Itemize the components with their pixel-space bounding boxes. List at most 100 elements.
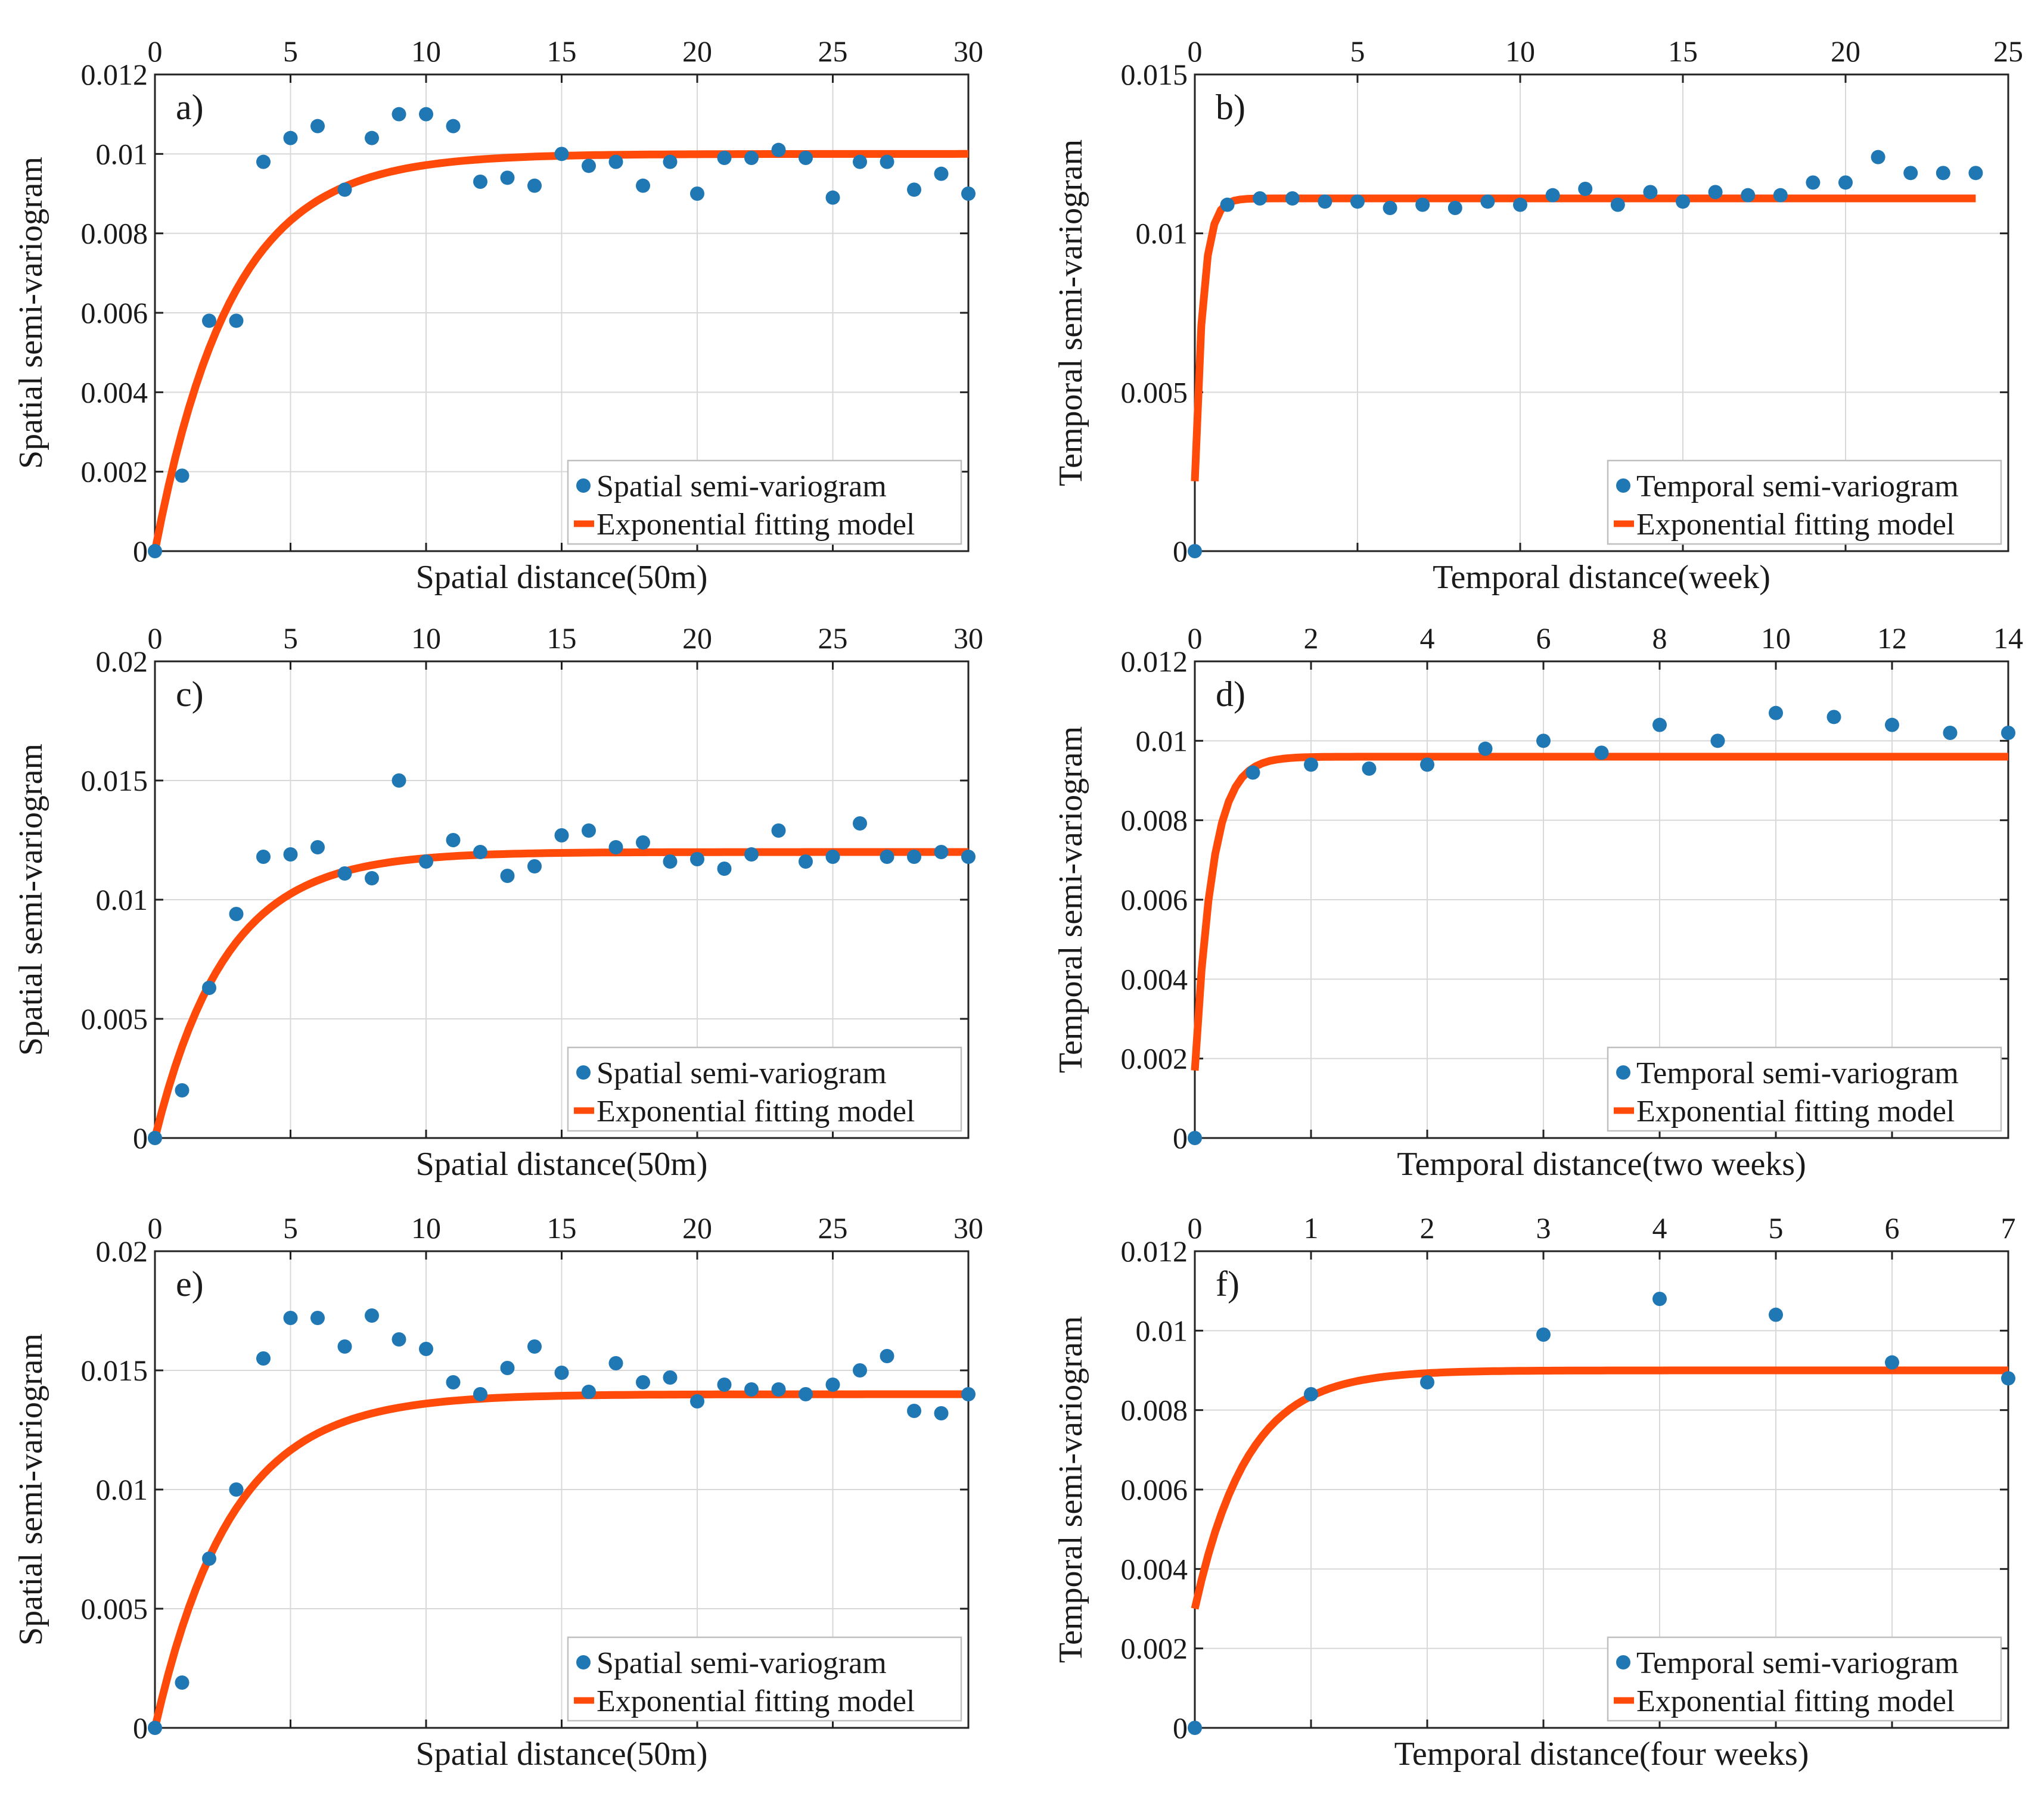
x-axis-label: Spatial distance(50m) bbox=[416, 1146, 708, 1183]
exponential-fit-line bbox=[1191, 194, 1976, 481]
data-point bbox=[229, 1482, 244, 1497]
legend-dot-marker bbox=[576, 1655, 591, 1669]
y-tick-label: 0.01 bbox=[1136, 724, 1188, 757]
y-tick-label: 0.015 bbox=[1121, 58, 1188, 91]
data-point bbox=[148, 544, 162, 558]
data-point bbox=[175, 1083, 190, 1097]
y-axis-label: Spatial semi-variogram bbox=[13, 1333, 49, 1646]
y-tick-label: 0.006 bbox=[1121, 1473, 1188, 1506]
legend: Spatial semi-variogram Exponential fittin… bbox=[567, 1636, 962, 1722]
x-tick-label: 0 bbox=[1188, 35, 1203, 68]
y-tick-label: 0.002 bbox=[81, 455, 148, 489]
data-point bbox=[392, 773, 406, 788]
legend: Temporal semi-variogram Exponential fitti… bbox=[1607, 1046, 2002, 1132]
data-point bbox=[663, 1370, 678, 1385]
x-tick-label: 20 bbox=[682, 35, 712, 68]
data-point bbox=[202, 313, 216, 328]
panel-letter: f) bbox=[1216, 1264, 1240, 1304]
data-point bbox=[690, 186, 704, 201]
panel-letter: a) bbox=[176, 88, 204, 127]
data-point bbox=[853, 816, 867, 831]
data-point bbox=[500, 1361, 515, 1375]
legend: Spatial semi-variogram Exponential fittin… bbox=[567, 459, 962, 545]
data-point bbox=[2001, 726, 2015, 740]
data-point bbox=[1676, 194, 1690, 209]
data-point bbox=[175, 468, 190, 483]
x-axis-label: Temporal distance(week) bbox=[1433, 559, 1770, 596]
y-tick-label: 0.006 bbox=[1121, 883, 1188, 916]
legend-box bbox=[1607, 1636, 2002, 1722]
x-tick-label: 20 bbox=[1831, 35, 1860, 68]
data-point bbox=[1968, 166, 1983, 181]
data-point bbox=[256, 850, 271, 864]
data-point bbox=[853, 1363, 867, 1378]
data-point bbox=[365, 871, 379, 885]
x-tick-label: 6 bbox=[1885, 1211, 1900, 1245]
y-axis-label: Temporal semi-variogram bbox=[1052, 1316, 1089, 1663]
y-tick-label: 0.008 bbox=[81, 217, 148, 250]
y-tick-label: 0.02 bbox=[96, 1235, 148, 1268]
data-point bbox=[419, 1342, 433, 1356]
data-point bbox=[1936, 166, 1950, 181]
y-tick-label: 0.004 bbox=[1121, 1552, 1188, 1585]
data-point bbox=[1773, 188, 1788, 203]
x-tick-label: 25 bbox=[1993, 35, 2023, 68]
data-point bbox=[1594, 745, 1609, 760]
data-point bbox=[283, 130, 298, 145]
data-point bbox=[500, 869, 515, 883]
data-point bbox=[608, 840, 623, 854]
x-axis-label: Spatial distance(50m) bbox=[416, 559, 708, 596]
data-point bbox=[771, 1382, 786, 1397]
x-tick-label: 14 bbox=[1993, 621, 2023, 655]
data-point bbox=[1304, 757, 1318, 772]
y-tick-label: 0 bbox=[1173, 1121, 1188, 1155]
data-point bbox=[907, 182, 921, 197]
data-point bbox=[1652, 717, 1667, 732]
data-point bbox=[771, 142, 786, 157]
data-point bbox=[744, 1382, 759, 1397]
data-point bbox=[934, 845, 949, 859]
data-point bbox=[907, 1404, 921, 1418]
data-point bbox=[202, 1552, 216, 1566]
data-point bbox=[148, 1721, 162, 1735]
exponential-fit-line bbox=[1191, 1366, 2008, 1610]
data-point bbox=[392, 1332, 406, 1347]
data-point bbox=[1513, 197, 1527, 212]
data-point bbox=[825, 1378, 840, 1392]
x-tick-label: 10 bbox=[1761, 621, 1791, 655]
panel-letter: e) bbox=[176, 1264, 204, 1304]
data-point bbox=[825, 190, 840, 205]
data-point bbox=[337, 1339, 352, 1354]
legend-box bbox=[567, 1636, 962, 1722]
data-point bbox=[1578, 182, 1593, 196]
y-tick-label: 0.002 bbox=[1121, 1042, 1188, 1075]
y-axis-label: Spatial semi-variogram bbox=[13, 744, 49, 1056]
data-point bbox=[310, 840, 325, 854]
data-point bbox=[961, 1387, 976, 1401]
data-point bbox=[1253, 191, 1268, 206]
y-tick-label: 0.01 bbox=[96, 883, 148, 916]
x-tick-label: 0 bbox=[1188, 621, 1203, 655]
axes-frame bbox=[1194, 73, 2009, 552]
x-tick-label: 3 bbox=[1536, 1211, 1551, 1245]
data-point bbox=[229, 313, 244, 328]
data-point bbox=[825, 850, 840, 864]
x-tick-label: 15 bbox=[547, 35, 577, 68]
data-point bbox=[880, 1349, 894, 1363]
data-point bbox=[419, 107, 433, 122]
data-point bbox=[1536, 733, 1551, 748]
data-point bbox=[582, 1385, 596, 1399]
data-point bbox=[256, 154, 271, 169]
data-point bbox=[1350, 194, 1365, 209]
y-tick-label: 0 bbox=[1173, 534, 1188, 568]
data-point bbox=[690, 852, 704, 866]
data-point bbox=[1220, 197, 1235, 212]
x-tick-label: 2 bbox=[1304, 621, 1319, 655]
y-tick-label: 0 bbox=[1173, 1711, 1188, 1745]
panel-b: 0 5 10 15 20 25 0 0.005 0.01 0.015 Temporal distan… bbox=[1052, 35, 2023, 596]
data-point bbox=[554, 147, 569, 161]
data-point bbox=[1741, 188, 1756, 203]
x-tick-label: 0 bbox=[148, 35, 163, 68]
legend-label-fit: Exponential fitting model bbox=[597, 1684, 915, 1718]
